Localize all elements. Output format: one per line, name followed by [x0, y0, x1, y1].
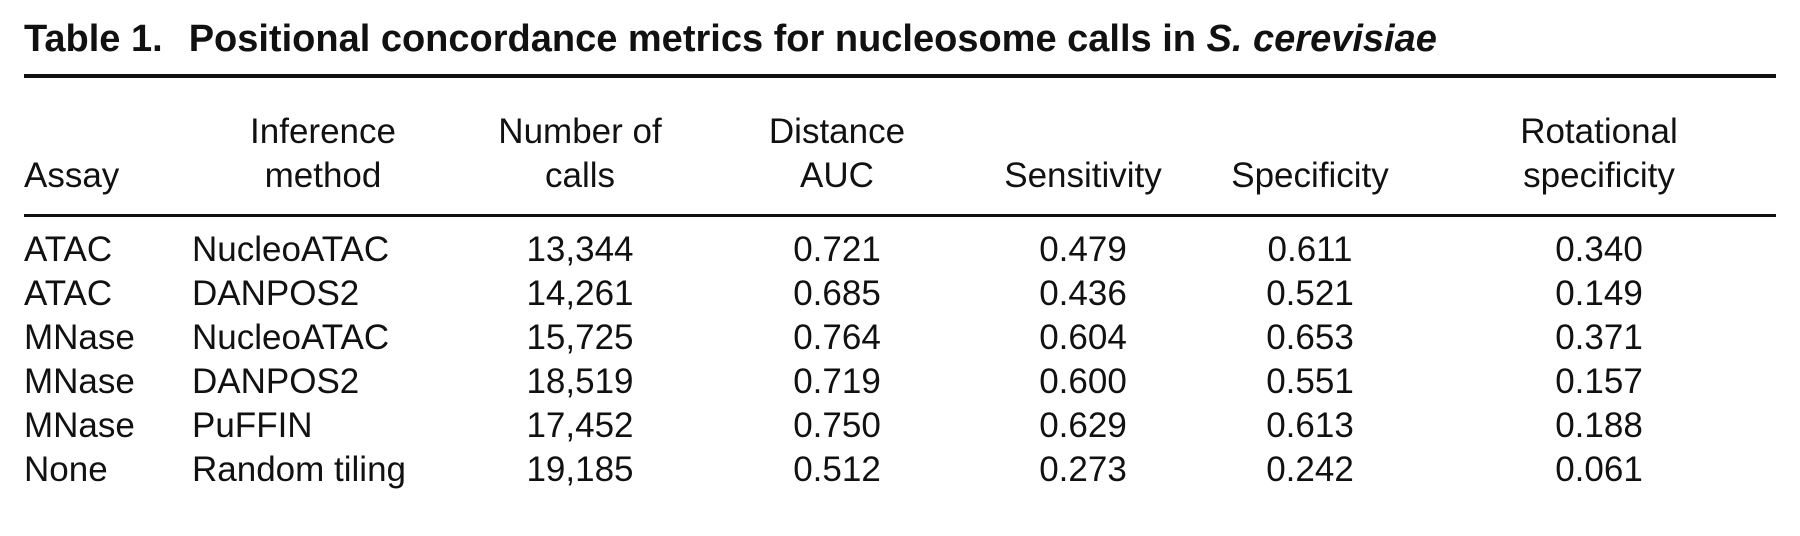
cell-method: NucleoATAC [192, 230, 390, 269]
header-line: Distance [768, 112, 906, 151]
cell-auc: 0.721 [793, 230, 881, 269]
cell-assay: MNase [24, 406, 135, 445]
cell-assay: MNase [24, 318, 135, 357]
header-number-of-calls: Number of calls [454, 84, 706, 206]
cell-sensitivity: 0.436 [1039, 274, 1127, 313]
table-row: MNase DANPOS2 18,519 0.719 0.600 0.551 0… [24, 360, 1776, 404]
cell-sensitivity: 0.600 [1039, 362, 1127, 401]
cell-auc: 0.750 [793, 406, 881, 445]
cell-calls: 13,344 [526, 230, 634, 269]
cell-method: DANPOS2 [192, 274, 360, 313]
cell-method: NucleoATAC [192, 318, 390, 357]
species-name: S. cerevisiae [1206, 18, 1437, 60]
cell-assay: None [24, 450, 108, 489]
table-caption: Table 1. Positional concordance metrics f… [24, 18, 1437, 61]
cell-calls: 14,261 [526, 274, 634, 313]
cell-method: DANPOS2 [192, 362, 360, 401]
cell-specificity: 0.611 [1267, 230, 1353, 269]
cell-auc: 0.685 [793, 274, 881, 313]
cell-sensitivity: 0.604 [1039, 318, 1127, 357]
table-row: MNase NucleoATAC 15,725 0.764 0.604 0.65… [24, 316, 1776, 360]
cell-sensitivity: 0.273 [1039, 450, 1127, 489]
table-label: Table 1. [24, 18, 163, 60]
top-rule [24, 74, 1776, 78]
cell-calls: 15,725 [526, 318, 634, 357]
table-row: MNase PuFFIN 17,452 0.750 0.629 0.613 0.… [24, 404, 1776, 448]
header-line: specificity [1523, 156, 1675, 195]
cell-method: PuFFIN [192, 406, 313, 445]
cell-auc: 0.719 [793, 362, 881, 401]
cell-specificity: 0.613 [1266, 406, 1354, 445]
cell-sensitivity: 0.629 [1039, 406, 1127, 445]
cell-sensitivity: 0.479 [1039, 230, 1127, 269]
header-line: Sensitivity [1004, 156, 1162, 195]
cell-rotational: 0.157 [1555, 362, 1643, 401]
cell-rotational: 0.340 [1555, 230, 1643, 269]
cell-specificity: 0.242 [1266, 450, 1354, 489]
header-line: Number of [498, 112, 662, 151]
data-table: Assay Inference method Number of calls D… [24, 84, 1776, 492]
header-rotational-specificity: Rotational specificity [1422, 84, 1776, 206]
cell-auc: 0.512 [793, 450, 881, 489]
header-distance-auc: Distance AUC [706, 84, 968, 206]
cell-rotational: 0.371 [1555, 318, 1643, 357]
cell-auc: 0.764 [793, 318, 881, 357]
header-assay: Assay [24, 84, 192, 206]
cell-calls: 17,452 [526, 406, 634, 445]
table-row: ATAC DANPOS2 14,261 0.685 0.436 0.521 0.… [24, 272, 1776, 316]
header-inference-method: Inference method [192, 84, 454, 206]
header-line: Assay [24, 156, 120, 195]
cell-rotational: 0.061 [1555, 450, 1643, 489]
cell-rotational: 0.149 [1555, 274, 1643, 313]
cell-calls: 18,519 [526, 362, 634, 401]
header-line: Inference [250, 112, 396, 151]
header-specificity: Specificity [1198, 84, 1422, 206]
cell-calls: 19,185 [526, 450, 634, 489]
table-row: ATAC NucleoATAC 13,344 0.721 0.479 0.611… [24, 206, 1776, 272]
cell-specificity: 0.521 [1266, 274, 1354, 313]
cell-assay: MNase [24, 362, 135, 401]
cell-assay: ATAC [24, 274, 113, 313]
header-line: AUC [800, 156, 874, 195]
cell-specificity: 0.653 [1266, 318, 1354, 357]
header-line: calls [544, 156, 616, 195]
header-line: Specificity [1231, 156, 1389, 195]
cell-assay: ATAC [24, 230, 113, 269]
cell-method: Random tiling [192, 450, 406, 489]
header-rule [24, 214, 1776, 217]
header-sensitivity: Sensitivity [968, 84, 1198, 206]
cell-specificity: 0.551 [1266, 362, 1354, 401]
table-row: None Random tiling 19,185 0.512 0.273 0.… [24, 448, 1776, 492]
header-line: Rotational [1520, 112, 1678, 151]
table-title: Positional concordance metrics for nucle… [188, 18, 1196, 60]
header-row: Assay Inference method Number of calls D… [24, 84, 1776, 206]
header-line: method [264, 156, 382, 195]
cell-rotational: 0.188 [1555, 406, 1643, 445]
